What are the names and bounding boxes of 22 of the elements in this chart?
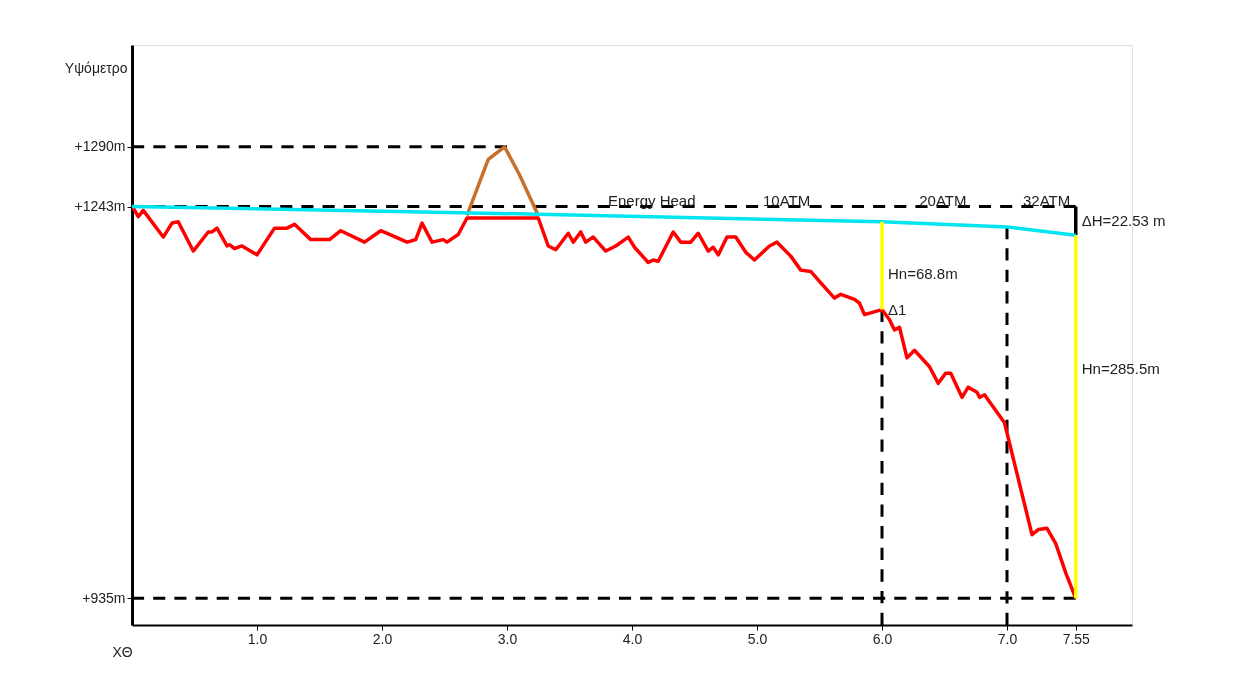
annotation: ΔH=22.53 m (1081, 211, 1166, 229)
x-tick-label: 1.0 (247, 630, 268, 647)
annotation: 32ATM (1023, 192, 1071, 210)
x-tick-label: 2.0 (372, 630, 393, 647)
y-tick-label: +1243m (74, 198, 126, 215)
x-axis-title: ΧΘ (112, 643, 133, 660)
annotation: Δ1 (888, 300, 907, 318)
annotation: 20ATM (919, 192, 967, 210)
annotation: 10ATM (763, 192, 811, 210)
annotation: Hn=68.8m (888, 264, 958, 282)
annotation: Hn=285.5m (1081, 360, 1160, 378)
x-tick-label: 3.0 (497, 630, 518, 647)
y-tick-label: +935m (82, 589, 126, 606)
line-series (465, 145, 540, 218)
x-tick-label: 5.0 (747, 630, 768, 647)
x-tick-label: 7.55 (1062, 630, 1091, 647)
y-tick-label: +1290m (74, 138, 126, 155)
x-tick-label: 6.0 (872, 630, 893, 647)
x-tick-label: 7.0 (997, 630, 1018, 647)
y-axis-title: Υψόμετρο (64, 59, 128, 76)
x-tick-label: 4.0 (622, 630, 643, 647)
annotation: Energy Head (608, 192, 696, 210)
